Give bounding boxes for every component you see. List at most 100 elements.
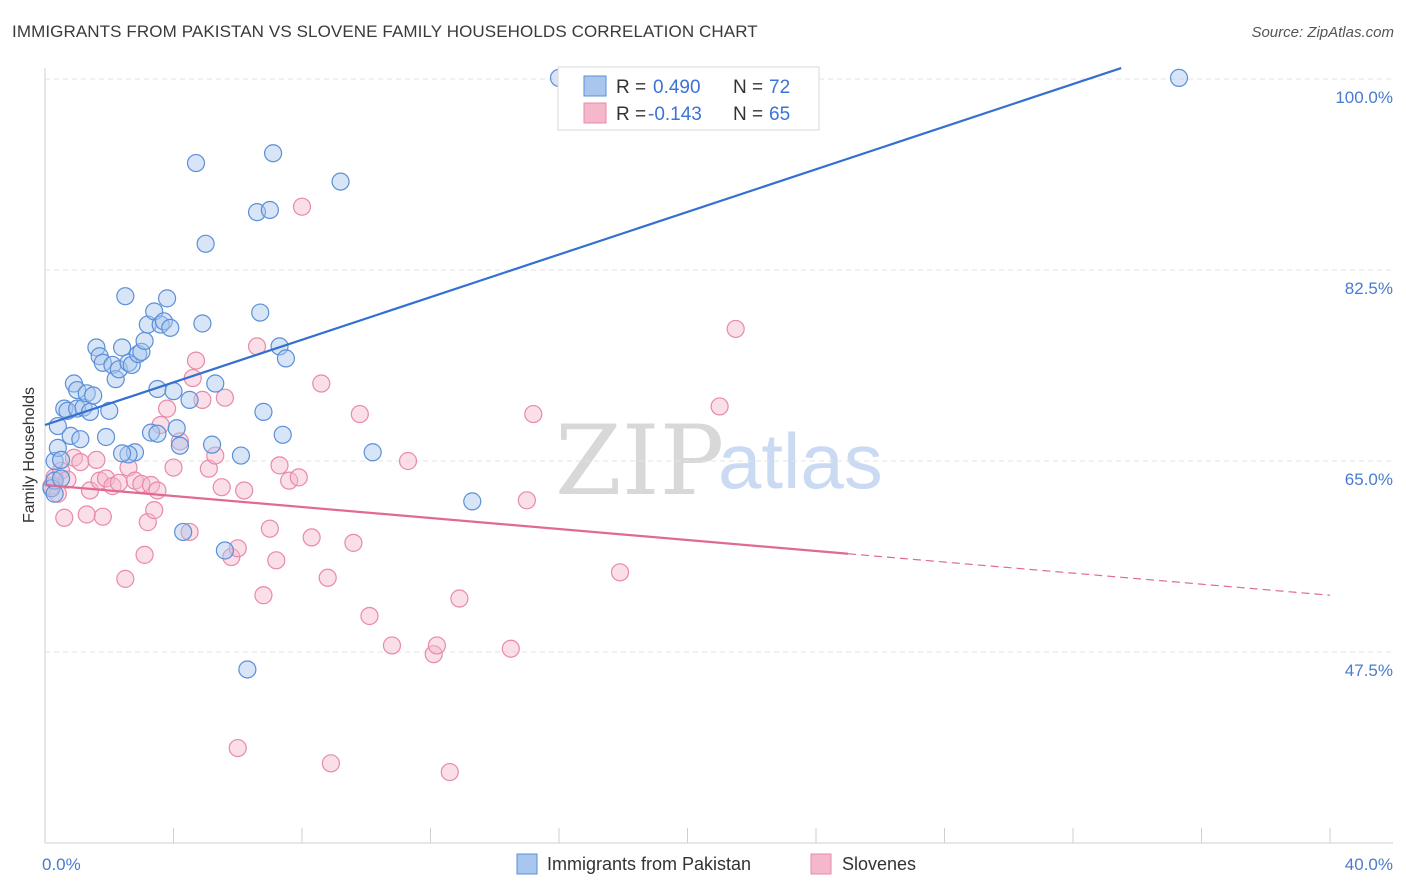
grid-lines [45, 78, 1393, 653]
slovenes-point [145, 501, 164, 520]
slovenes-point [186, 351, 206, 370]
slovenes-point [450, 589, 469, 608]
slovenes-point [517, 491, 536, 510]
pakistan-point [122, 355, 141, 375]
slovenes-point [93, 507, 112, 526]
bottom-legend-swatch-pakistan [516, 853, 538, 875]
pakistan-point [174, 522, 193, 542]
slovenes-trend-line [44, 483, 849, 555]
pakistan-point [45, 484, 64, 503]
x-tick-label-1: 40.0% [1345, 855, 1393, 874]
pakistan-point [154, 312, 173, 331]
x-tick-label-0: 0.0% [42, 855, 81, 874]
pakistan-point [68, 380, 87, 400]
slovenes-point [164, 458, 183, 477]
slovenes-point [55, 508, 74, 527]
pakistan-point [61, 426, 80, 445]
slovenes-point [71, 452, 90, 472]
legend-swatch-blue [583, 75, 607, 97]
correlation-legend: R = 0.490 N = 72 R = -0.143 N = 65 [557, 66, 820, 131]
pakistan-point [51, 469, 71, 488]
slovenes-point [382, 636, 402, 655]
source-label: Source: ZipAtlas.com [1251, 24, 1394, 41]
pakistan-point [254, 402, 273, 421]
slovenes-point [610, 563, 630, 582]
pakistan-point [263, 144, 283, 163]
pakistan-point [206, 374, 225, 393]
pakistan-point [116, 287, 135, 306]
pakistan-point [112, 338, 132, 357]
legend-r-label-1: R = [616, 77, 646, 98]
slovenes-point [206, 446, 225, 465]
slovenes-point [350, 404, 369, 424]
trend-lines [44, 67, 1331, 596]
slovenes-point [318, 568, 337, 587]
slovenes-point [321, 754, 341, 773]
slovenes-point [87, 450, 106, 470]
slovenes-point [524, 404, 543, 424]
pakistan-point [196, 234, 215, 253]
slovenes-point [235, 481, 254, 500]
pakistan-point [106, 370, 125, 389]
bottom-legend-swatch-slovenes [810, 853, 832, 875]
slovenes-point [398, 451, 418, 471]
pakistan-point [151, 315, 170, 334]
y-tick-label-0: 47.5% [1345, 661, 1393, 680]
pakistan-point [148, 424, 167, 443]
slovenes-point [280, 471, 299, 490]
slovenes-point [289, 468, 308, 487]
pakistan-point [238, 660, 257, 679]
y-tick-label-3: 100.0% [1335, 88, 1393, 107]
slovenes-point [157, 399, 177, 418]
pakistan-point [215, 541, 234, 560]
y-tick-labels: 47.5% 65.0% 82.5% 100.0% [1335, 88, 1393, 680]
pakistan-trend-line [44, 67, 1122, 427]
slovenes-point [501, 639, 520, 658]
legend-r-value-1: 0.490 [653, 77, 701, 98]
pakistan-point [48, 438, 67, 458]
pakistan-points [42, 68, 1189, 679]
legend-swatch-pink [583, 102, 607, 124]
axes [44, 68, 1393, 844]
slovenes-point [440, 762, 459, 782]
slovenes-point [427, 636, 447, 655]
pakistan-point [71, 430, 90, 449]
pakistan-point [51, 450, 71, 470]
slovenes-point [710, 397, 729, 416]
legend-n-label-2: N = [733, 104, 763, 125]
slovenes-trend-extension [848, 553, 1331, 596]
chart-title: IMMIGRANTS FROM PAKISTAN VS SLOVENE FAMI… [12, 22, 758, 41]
pakistan-point [132, 342, 151, 361]
slovenes-point [292, 197, 312, 216]
pakistan-point [170, 436, 190, 455]
slovenes-point [254, 586, 273, 605]
pakistan-point [141, 423, 161, 442]
slovenes-point [270, 456, 289, 475]
y-tick-label-1: 65.0% [1345, 470, 1393, 489]
pakistan-point [180, 390, 199, 409]
pakistan-point [273, 425, 292, 444]
pakistan-point [260, 200, 279, 220]
pakistan-point [112, 444, 132, 463]
slovenes-point [116, 569, 135, 588]
pakistan-point [135, 331, 154, 351]
slovenes-point [228, 738, 247, 758]
slovenes-point [260, 519, 279, 538]
slovenes-point [109, 473, 128, 492]
pakistan-point [231, 446, 251, 465]
pakistan-point [202, 435, 222, 454]
slovenes-point [199, 459, 218, 478]
pakistan-point [55, 399, 74, 418]
slovenes-point [135, 545, 154, 564]
pakistan-point [129, 344, 148, 364]
slovenes-point [193, 390, 212, 409]
bottom-legend-pakistan: Immigrants from Pakistan [547, 854, 751, 874]
series-legend: Immigrants from Pakistan Slovenes [516, 853, 916, 875]
legend-n-label-1: N = [733, 77, 763, 98]
slovenes-point [312, 374, 331, 393]
pakistan-point [186, 153, 206, 173]
slovenes-point [77, 505, 96, 524]
pakistan-point [100, 401, 119, 420]
y-axis-label: Family Households [21, 387, 38, 523]
